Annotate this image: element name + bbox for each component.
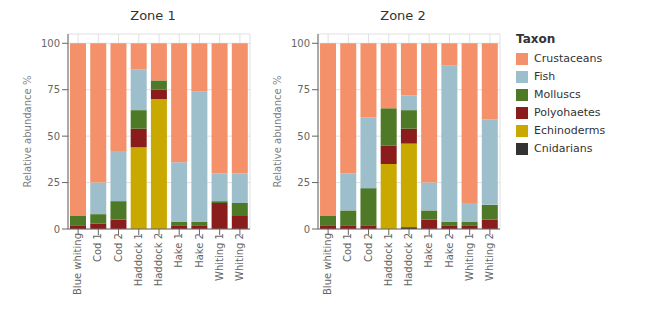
html-text:Zone 2: Zone 2	[380, 8, 426, 23]
svg-text:Cod 1: Cod 1	[92, 233, 103, 262]
svg-text:Cod 2: Cod 2	[363, 233, 374, 262]
svg-text:100: 100	[291, 38, 310, 49]
html-text:Polyohaetes: Polyohaetes	[534, 106, 601, 119]
svg-text:Cod 2: Cod 2	[113, 233, 124, 262]
html-text:Echinoderms: Echinoderms	[534, 124, 606, 137]
svg-text:Relative abundance %: Relative abundance %	[272, 76, 283, 188]
svg-text:Hake 1: Hake 1	[423, 233, 434, 268]
html-text:Taxon: Taxon	[516, 32, 556, 46]
svg-text:Relative abundance %: Relative abundance %	[22, 76, 33, 188]
html-text:Molluscs: Molluscs	[534, 88, 581, 101]
svg-text:Haddock 2: Haddock 2	[153, 233, 164, 286]
svg-text:Whiting 1: Whiting 1	[464, 233, 475, 281]
html-text:Fish: Fish	[534, 70, 556, 83]
svg-text:Blue whiting: Blue whiting	[322, 233, 333, 295]
html-text:Zone 1: Zone 1	[130, 8, 176, 23]
svg-text:25: 25	[297, 177, 310, 188]
svg-text:Haddock 2: Haddock 2	[403, 233, 414, 286]
html-text:Cnidarians: Cnidarians	[534, 142, 593, 155]
svg-text:Hake 2: Hake 2	[444, 233, 455, 268]
svg-text:50: 50	[47, 131, 60, 142]
svg-text:0: 0	[304, 224, 310, 235]
html-text:Crustaceans: Crustaceans	[534, 52, 603, 65]
svg-text:75: 75	[47, 84, 60, 95]
svg-text:Haddock 1: Haddock 1	[383, 233, 394, 286]
svg-text:Haddock 1: Haddock 1	[133, 233, 144, 286]
svg-text:Whiting 1: Whiting 1	[214, 233, 225, 281]
svg-text:Hake 2: Hake 2	[194, 233, 205, 268]
svg-text:Cod 1: Cod 1	[342, 233, 353, 262]
svg-text:0: 0	[54, 224, 60, 235]
svg-text:25: 25	[47, 177, 60, 188]
svg-text:Whiting 2: Whiting 2	[484, 233, 495, 281]
svg-text:Whiting 2: Whiting 2	[234, 233, 245, 281]
svg-text:Hake 1: Hake 1	[173, 233, 184, 268]
svg-text:50: 50	[297, 131, 310, 142]
svg-text:100: 100	[41, 38, 60, 49]
svg-text:75: 75	[297, 84, 310, 95]
svg-text:Blue whiting: Blue whiting	[72, 233, 83, 295]
